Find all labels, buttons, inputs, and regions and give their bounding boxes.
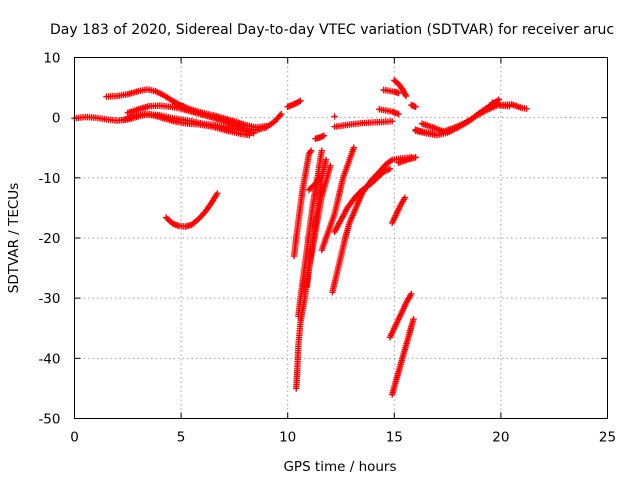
series-arc-14: [318, 144, 357, 254]
series-arc-31: [412, 126, 436, 137]
data-point: [395, 89, 402, 97]
data-point: [408, 290, 415, 298]
series-arc-26: [395, 154, 419, 166]
data-point: [386, 165, 394, 173]
x-tick-label: 5: [177, 430, 186, 446]
series-arc-13: [312, 132, 328, 142]
data-point: [412, 103, 419, 111]
x-tick-label: 25: [599, 430, 616, 446]
data-point: [412, 154, 419, 161]
data-point: [322, 156, 330, 163]
series-arc-3: [124, 102, 285, 134]
y-tick-label: 10: [43, 51, 60, 67]
series-arc-16: [331, 165, 394, 236]
series-arc-17: [331, 118, 396, 130]
chart-title: Day 183 of 2020, Sidereal Day-to-day VTE…: [50, 22, 614, 38]
y-tick-label: 0: [52, 111, 61, 127]
series-arc-25: [388, 316, 417, 398]
data-point: [297, 97, 304, 105]
data-point: [506, 103, 513, 110]
data-point: [320, 132, 328, 139]
series-arc-19: [380, 86, 402, 97]
data-point: [395, 110, 402, 118]
x-tick-labels: 0 5 10 15 20 25: [70, 430, 616, 446]
y-axis-label: SDTVAR / TECUs: [6, 183, 22, 293]
y-tick-label: -20: [38, 231, 60, 247]
data-point: [214, 190, 221, 197]
series-arc-30: [489, 99, 513, 110]
x-axis-label: GPS time / hours: [283, 459, 396, 475]
x-tick-label: 15: [386, 430, 403, 446]
data-point: [278, 110, 285, 118]
data-point: [180, 103, 187, 110]
data-point: [388, 118, 396, 125]
plot-frame: [74, 57, 608, 419]
data-point: [495, 96, 502, 103]
data-point: [401, 194, 409, 201]
series-arc-21: [391, 77, 410, 100]
x-tick-label: 0: [70, 430, 79, 446]
y-tick-label: -30: [38, 291, 60, 307]
series-arc-6: [284, 97, 304, 111]
y-tick-label: -10: [38, 171, 60, 187]
y-tick-labels: -50 -40 -30 -20 -10 0 10: [38, 51, 60, 428]
data-point: [331, 113, 338, 120]
y-tick-label: -40: [38, 351, 60, 367]
series-arc-22: [408, 101, 419, 111]
series-arc-10: [290, 147, 315, 260]
data-point: [306, 149, 314, 156]
x-tick-label: 10: [279, 430, 296, 446]
series-arc-18: [331, 113, 338, 120]
data-point: [316, 174, 323, 182]
x-tick-label: 20: [492, 430, 509, 446]
series-arc-11: [303, 162, 334, 290]
series-arc-4: [120, 110, 253, 139]
data-point: [295, 98, 303, 105]
data-point: [350, 144, 357, 151]
series-arc-24: [386, 290, 415, 341]
data-point: [523, 105, 530, 112]
y-tick-label: -50: [38, 412, 60, 428]
grid: [74, 57, 608, 419]
data-point: [327, 162, 334, 169]
series-arc-12: [305, 174, 323, 194]
data-marks: [71, 77, 530, 398]
data-point: [318, 147, 326, 154]
data-point: [410, 316, 417, 323]
series-arc-15: [329, 154, 415, 296]
series-arc-20: [376, 106, 402, 118]
series-arc-28: [418, 102, 500, 135]
data-point: [402, 92, 410, 100]
data-point: [246, 131, 253, 139]
series-arc-5: [171, 100, 187, 110]
series-arc-23: [388, 194, 409, 227]
data-point: [429, 130, 436, 137]
series-arc-7: [162, 190, 221, 230]
data-point: [307, 147, 315, 154]
